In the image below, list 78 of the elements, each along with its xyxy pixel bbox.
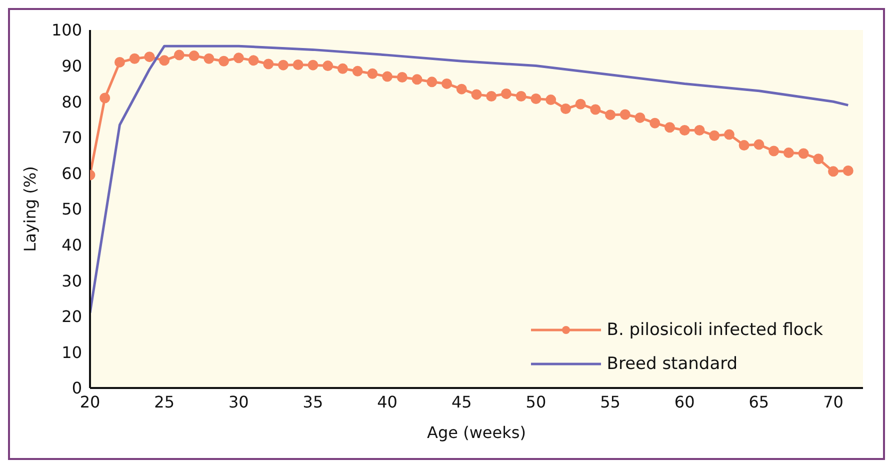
y-axis-title: Laying (%) [20, 166, 40, 252]
y-tick-label: 60 [62, 164, 82, 183]
point [144, 52, 155, 62]
x-tick-label: 30 [228, 392, 249, 412]
point [634, 112, 646, 123]
point [396, 72, 408, 83]
point [204, 53, 214, 64]
x-tick-label: 25 [154, 392, 175, 412]
x-tick-label: 65 [748, 392, 770, 412]
point [188, 50, 200, 62]
y-tick-label: 80 [62, 92, 82, 112]
y-tick-label: 50 [62, 200, 82, 219]
point [783, 148, 794, 158]
legend-label: Breed standard [606, 354, 738, 374]
y-tick-label: 10 [62, 342, 82, 362]
point [679, 124, 690, 136]
point [367, 68, 378, 79]
point [842, 165, 854, 176]
point [322, 60, 334, 72]
point [530, 93, 542, 104]
x-tick-label: 60 [674, 392, 695, 412]
point [471, 89, 482, 100]
point [248, 55, 259, 66]
x-tick-label: 20 [80, 392, 100, 412]
point [575, 98, 586, 110]
point [456, 84, 467, 94]
point [159, 55, 170, 66]
x-tick-label: 50 [526, 392, 546, 412]
x-tick-label: 40 [377, 392, 398, 412]
y-tick-label: 40 [62, 235, 82, 254]
point [278, 60, 288, 70]
point [546, 94, 556, 106]
point [129, 53, 140, 64]
x-axis-title: Age (weeks) [427, 423, 526, 442]
x-tick-label: 70 [823, 392, 844, 412]
point [174, 50, 184, 60]
point [724, 129, 734, 140]
point [308, 60, 318, 70]
point [233, 52, 244, 64]
point [694, 124, 705, 136]
point [560, 104, 571, 114]
point [664, 122, 675, 133]
point [605, 110, 616, 120]
point [516, 90, 526, 102]
y-tick-label: 100 [51, 20, 82, 40]
point [620, 109, 630, 120]
point [650, 118, 660, 128]
point [798, 148, 809, 159]
point [426, 76, 438, 88]
point [263, 58, 274, 70]
y-tick-label: 20 [62, 307, 82, 326]
point [352, 66, 363, 76]
point [828, 166, 839, 177]
y-tick-label: 70 [62, 128, 82, 148]
point [292, 59, 304, 70]
point [738, 140, 750, 151]
point [754, 139, 764, 150]
y-tick-label: 90 [62, 56, 82, 76]
y-tick-label: 0 [72, 378, 82, 398]
point [590, 104, 601, 115]
point [442, 78, 452, 89]
point [486, 90, 497, 102]
point [114, 56, 125, 68]
line-series [90, 44, 850, 314]
legend-label: B. pilosicoli infected flock [606, 320, 823, 340]
point [709, 130, 720, 141]
point [218, 56, 230, 66]
point [412, 74, 422, 85]
x-tick-label: 55 [600, 392, 620, 412]
x-tick-label: 35 [302, 392, 324, 412]
point [100, 92, 110, 104]
x-tick-label: 45 [451, 392, 472, 412]
point [337, 63, 348, 74]
point [813, 154, 824, 164]
y-tick-label: 30 [62, 271, 82, 290]
point [500, 88, 512, 99]
point [382, 71, 393, 82]
point [768, 146, 780, 156]
